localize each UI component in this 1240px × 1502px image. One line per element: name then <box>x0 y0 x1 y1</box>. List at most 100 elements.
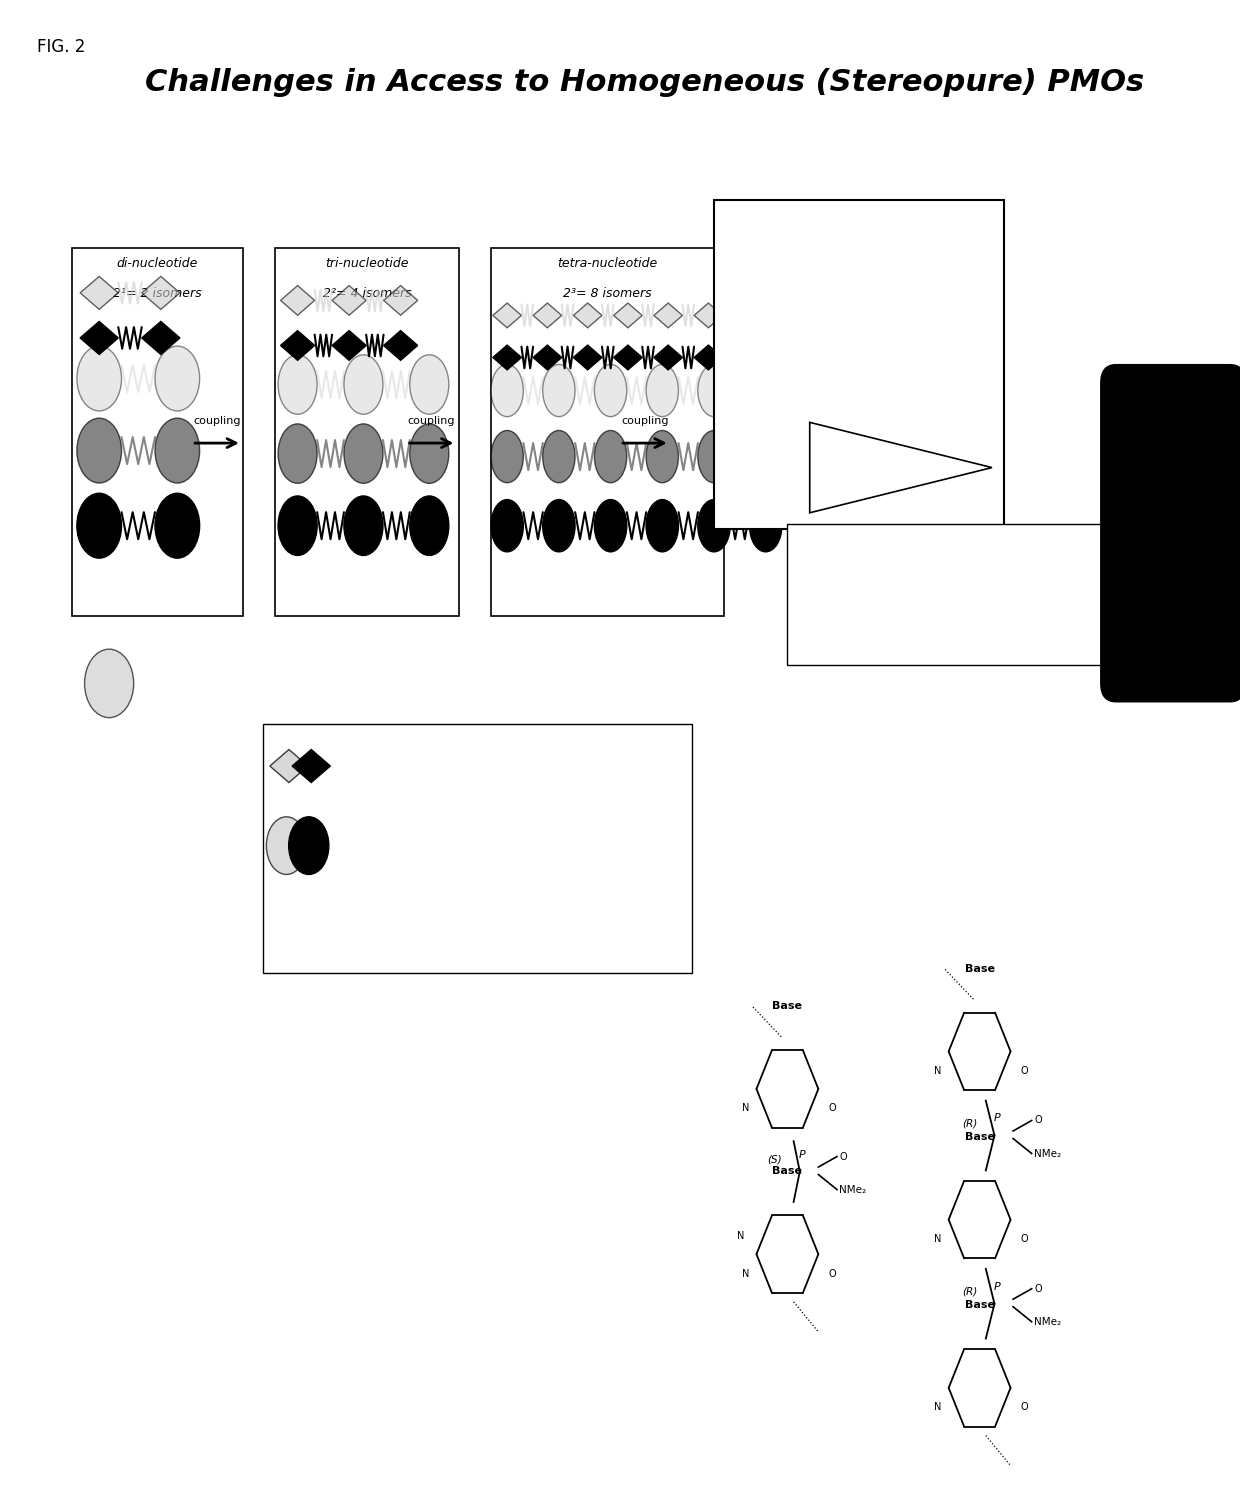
Text: O: O <box>1021 1066 1028 1075</box>
Polygon shape <box>970 463 973 473</box>
Text: FIG. 2: FIG. 2 <box>37 38 86 56</box>
Text: N: N <box>934 1403 941 1412</box>
Polygon shape <box>614 345 642 369</box>
Polygon shape <box>900 445 905 490</box>
Ellipse shape <box>543 431 575 482</box>
Polygon shape <box>492 303 522 327</box>
Polygon shape <box>533 303 562 327</box>
Text: 2³= 8 isomers: 2³= 8 isomers <box>563 287 652 300</box>
Text: Base: Base <box>773 1167 802 1176</box>
Polygon shape <box>815 424 818 512</box>
Ellipse shape <box>594 431 626 482</box>
Polygon shape <box>946 457 951 479</box>
Ellipse shape <box>491 500 523 551</box>
Ellipse shape <box>409 424 449 484</box>
Polygon shape <box>828 427 832 508</box>
Text: coupling: coupling <box>193 416 241 425</box>
Text: coupling: coupling <box>408 416 455 425</box>
Polygon shape <box>837 430 842 506</box>
FancyBboxPatch shape <box>787 524 1115 665</box>
Polygon shape <box>978 464 983 472</box>
Ellipse shape <box>409 354 449 415</box>
Polygon shape <box>846 431 851 503</box>
Text: N: N <box>742 1104 749 1113</box>
Polygon shape <box>873 439 878 497</box>
Polygon shape <box>810 422 815 512</box>
Ellipse shape <box>543 365 575 416</box>
Polygon shape <box>141 276 180 309</box>
Text: O: O <box>1034 1116 1042 1125</box>
Ellipse shape <box>267 817 306 874</box>
Polygon shape <box>383 330 418 360</box>
Text: NMe₂: NMe₂ <box>1034 1317 1061 1326</box>
FancyBboxPatch shape <box>72 248 243 616</box>
Polygon shape <box>869 437 873 499</box>
Polygon shape <box>942 455 946 481</box>
Polygon shape <box>937 454 942 481</box>
Text: (R): (R) <box>962 1286 977 1296</box>
Polygon shape <box>293 749 330 783</box>
Text: tetra-nucleotide: tetra-nucleotide <box>558 257 657 270</box>
Text: O: O <box>1034 1284 1042 1293</box>
Polygon shape <box>573 303 601 327</box>
Text: : (R)-phosphorous linkage: : (R)-phosphorous linkage <box>304 870 465 882</box>
Text: di-nucleotide: di-nucleotide <box>117 257 198 270</box>
Text: 2²= 4 isomers: 2²= 4 isomers <box>322 287 412 300</box>
Text: (stereo-random): (stereo-random) <box>802 245 916 258</box>
Polygon shape <box>842 430 846 505</box>
Polygon shape <box>332 330 366 360</box>
Text: : (S)-phosphorous linkage: : (S)-phosphorous linkage <box>304 819 464 831</box>
Text: repeat: repeat <box>730 416 768 425</box>
Text: • statistically low-yielding: • statistically low-yielding <box>804 601 966 614</box>
Text: Base: Base <box>773 1002 802 1011</box>
Ellipse shape <box>343 424 383 484</box>
Text: NMe₂: NMe₂ <box>839 1185 867 1194</box>
Text: (stereopure): (stereopure) <box>1136 436 1210 449</box>
Ellipse shape <box>84 649 134 718</box>
Ellipse shape <box>594 365 626 416</box>
Polygon shape <box>905 446 910 490</box>
Text: Heterogeneous: Heterogeneous <box>800 213 919 227</box>
Polygon shape <box>280 330 315 360</box>
Polygon shape <box>332 285 366 315</box>
Polygon shape <box>653 303 682 327</box>
Ellipse shape <box>343 354 383 415</box>
Polygon shape <box>883 440 887 494</box>
Polygon shape <box>653 345 682 369</box>
Polygon shape <box>823 425 828 509</box>
Ellipse shape <box>278 354 317 415</box>
Text: : morpholino-glycosides: : morpholino-glycosides <box>339 753 489 766</box>
Text: (S): (S) <box>768 1154 782 1164</box>
Text: ◄: ◄ <box>281 817 293 832</box>
Ellipse shape <box>155 418 200 484</box>
Ellipse shape <box>698 365 730 416</box>
Polygon shape <box>859 434 864 500</box>
Polygon shape <box>864 436 869 499</box>
Polygon shape <box>832 428 837 508</box>
Polygon shape <box>983 466 987 470</box>
Polygon shape <box>919 449 924 485</box>
Polygon shape <box>614 303 642 327</box>
Polygon shape <box>694 303 723 327</box>
Polygon shape <box>270 749 308 783</box>
Polygon shape <box>81 321 118 354</box>
Polygon shape <box>973 463 978 472</box>
Ellipse shape <box>289 817 329 874</box>
Polygon shape <box>929 452 932 484</box>
Text: N: N <box>934 1066 941 1075</box>
Ellipse shape <box>491 365 523 416</box>
Polygon shape <box>878 439 883 496</box>
Text: • separation not feasible: • separation not feasible <box>804 551 959 565</box>
Ellipse shape <box>646 365 678 416</box>
FancyBboxPatch shape <box>714 200 1004 529</box>
Ellipse shape <box>278 424 317 484</box>
Text: P: P <box>799 1149 806 1160</box>
Text: Base: Base <box>965 1133 994 1142</box>
Text: Oligomer: Oligomer <box>823 278 895 291</box>
Ellipse shape <box>77 418 122 484</box>
Polygon shape <box>932 454 937 482</box>
Text: coupling: coupling <box>621 416 668 425</box>
Text: N-mer: N-mer <box>735 326 774 339</box>
Polygon shape <box>956 458 960 476</box>
Ellipse shape <box>343 496 383 556</box>
